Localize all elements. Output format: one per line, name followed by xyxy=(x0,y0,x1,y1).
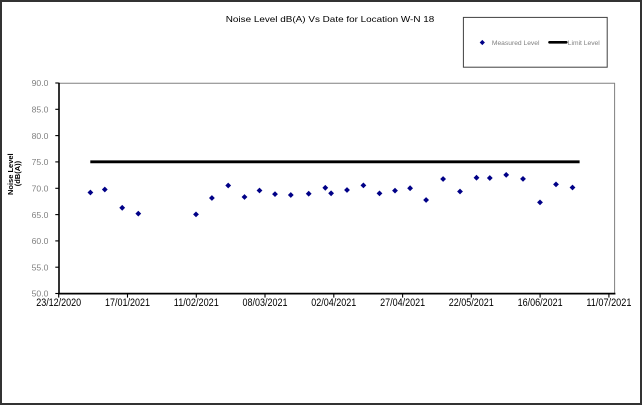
svg-text:Measured Level: Measured Level xyxy=(492,40,540,47)
svg-text:Limit Level: Limit Level xyxy=(568,40,600,47)
svg-text:17/01/2021: 17/01/2021 xyxy=(105,297,150,309)
svg-text:60.0: 60.0 xyxy=(32,236,49,246)
svg-text:55.0: 55.0 xyxy=(32,262,49,272)
svg-text:11/07/2021: 11/07/2021 xyxy=(586,297,631,309)
svg-text:65.0: 65.0 xyxy=(32,210,49,220)
svg-text:85.0: 85.0 xyxy=(32,105,49,115)
svg-text:75.0: 75.0 xyxy=(32,157,49,167)
svg-text:Noise Level: Noise Level xyxy=(6,153,15,195)
svg-text:50.0: 50.0 xyxy=(32,289,49,299)
svg-text:02/04/2021: 02/04/2021 xyxy=(311,297,356,309)
svg-text:23/12/2020: 23/12/2020 xyxy=(36,297,81,309)
svg-text:27/04/2021: 27/04/2021 xyxy=(380,297,425,309)
svg-text:16/06/2021: 16/06/2021 xyxy=(518,297,563,309)
svg-text:90.0: 90.0 xyxy=(32,78,49,88)
svg-text:Noise Level dB(A) Vs Date for: Noise Level dB(A) Vs Date for Location W… xyxy=(226,14,435,24)
svg-text:80.0: 80.0 xyxy=(32,131,49,141)
svg-text:22/05/2021: 22/05/2021 xyxy=(449,297,494,309)
svg-text:08/03/2021: 08/03/2021 xyxy=(243,297,288,309)
svg-text:11/02/2021: 11/02/2021 xyxy=(174,297,219,309)
svg-text:70.0: 70.0 xyxy=(32,184,49,194)
svg-text:(dB(A)): (dB(A)) xyxy=(13,160,22,186)
